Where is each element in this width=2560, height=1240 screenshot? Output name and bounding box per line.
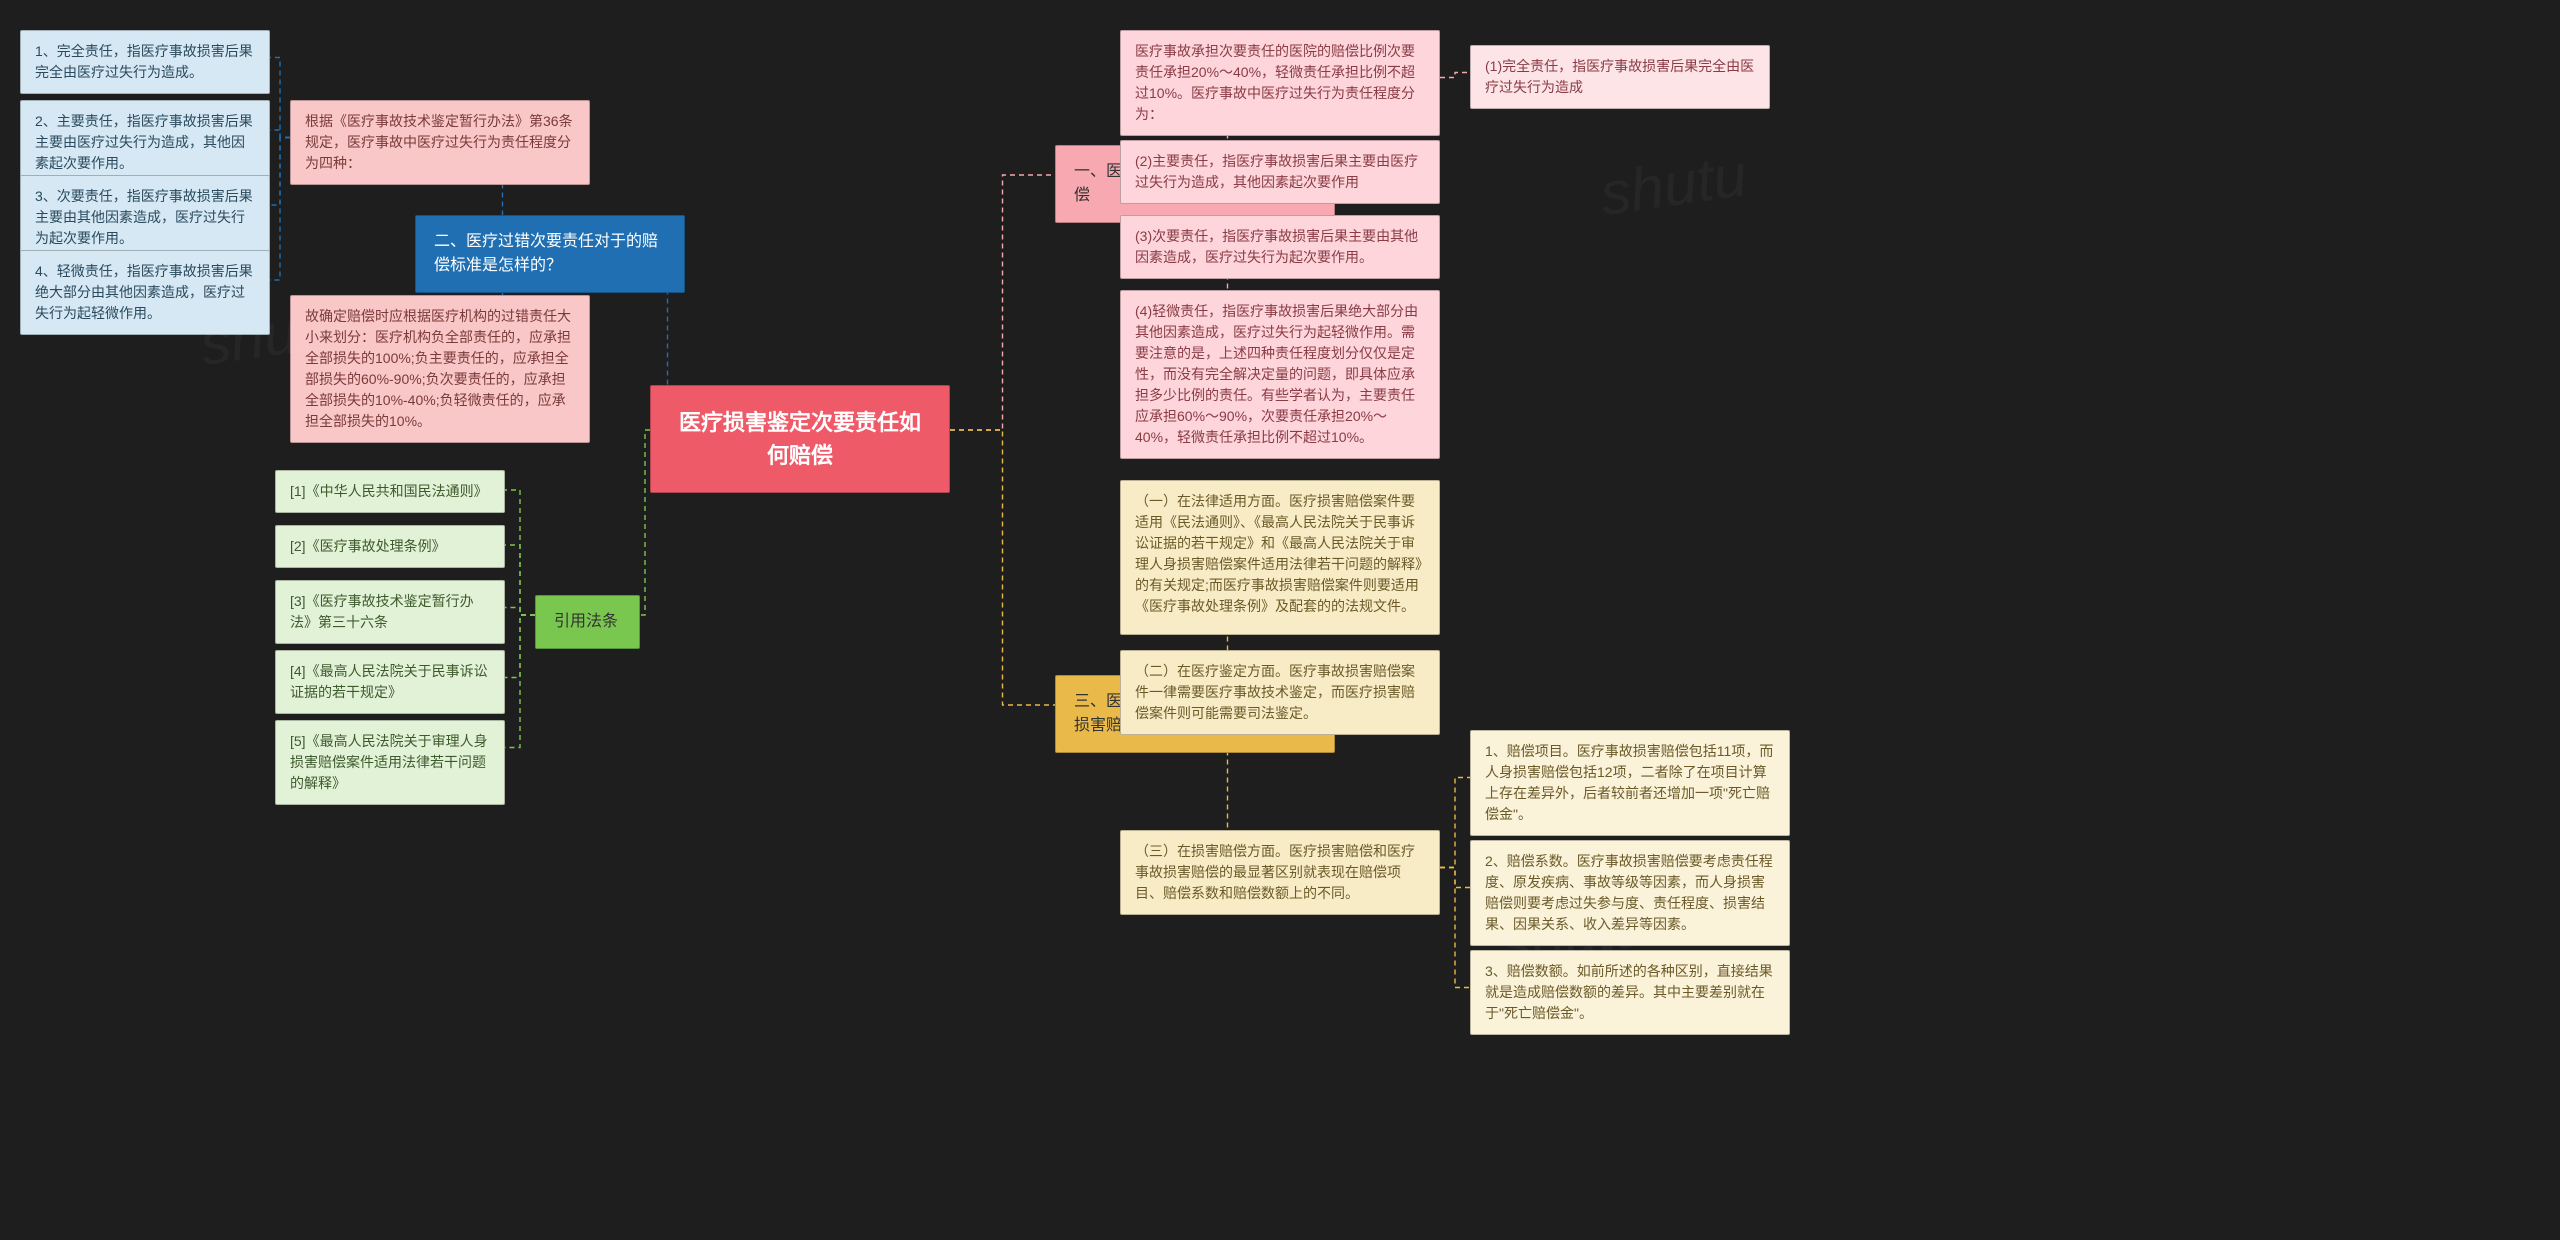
mindmap-node: [1]《中华人民共和国民法通则》: [275, 470, 505, 513]
mindmap-node: 1、完全责任，指医疗事故损害后果完全由医疗过失行为造成。: [20, 30, 270, 94]
mindmap-node: （一）在法律适用方面。医疗损害赔偿案件要适用《民法通则》、《最高人民法院关于民事…: [1120, 480, 1440, 635]
mindmap-node: 根据《医疗事故技术鉴定暂行办法》第36条规定，医疗事故中医疗过失行为责任程度分为…: [290, 100, 590, 185]
mindmap-node: 2、赔偿系数。医疗事故损害赔偿要考虑责任程度、原发疾病、事故等级等因素，而人身损…: [1470, 840, 1790, 946]
mindmap-node: 医疗事故承担次要责任的医院的赔偿比例次要责任承担20%～40%，轻微责任承担比例…: [1120, 30, 1440, 136]
mindmap-node: (4)轻微责任，指医疗事故损害后果绝大部分由其他因素造成，医疗过失行为起轻微作用…: [1120, 290, 1440, 459]
mindmap-node: 医疗损害鉴定次要责任如何赔偿: [650, 385, 950, 493]
mindmap-node: 4、轻微责任，指医疗事故损害后果绝大部分由其他因素造成，医疗过失行为起轻微作用。: [20, 250, 270, 335]
mindmap-node: (2)主要责任，指医疗事故损害后果主要由医疗过失行为造成，其他因素起次要作用: [1120, 140, 1440, 204]
mindmap-node: （二）在医疗鉴定方面。医疗事故损害赔偿案件一律需要医疗事故技术鉴定，而医疗损害赔…: [1120, 650, 1440, 735]
mindmap-node: （三）在损害赔偿方面。医疗损害赔偿和医疗事故损害赔偿的最显著区别就表现在赔偿项目…: [1120, 830, 1440, 915]
watermark: shutu: [1596, 140, 1751, 229]
mindmap-node: (1)完全责任，指医疗事故损害后果完全由医疗过失行为造成: [1470, 45, 1770, 109]
mindmap-node: (3)次要责任，指医疗事故损害后果主要由其他因素造成，医疗过失行为起次要作用。: [1120, 215, 1440, 279]
mindmap-node: [2]《医疗事故处理条例》: [275, 525, 505, 568]
mindmap-node: 3、次要责任，指医疗事故损害后果主要由其他因素造成，医疗过失行为起次要作用。: [20, 175, 270, 260]
mindmap-node: [5]《最高人民法院关于审理人身损害赔偿案件适用法律若干问题的解释》: [275, 720, 505, 805]
mindmap-node: 二、医疗过错次要责任对于的赔偿标准是怎样的？: [415, 215, 685, 293]
mindmap-node: [4]《最高人民法院关于民事诉讼证据的若干规定》: [275, 650, 505, 714]
mindmap-node: [3]《医疗事故技术鉴定暂行办法》第三十六条: [275, 580, 505, 644]
mindmap-node: 3、赔偿数额。如前所述的各种区别，直接结果就是造成赔偿数额的差异。其中主要差别就…: [1470, 950, 1790, 1035]
mindmap-node: 2、主要责任，指医疗事故损害后果主要由医疗过失行为造成，其他因素起次要作用。: [20, 100, 270, 185]
mindmap-node: 1、赔偿项目。医疗事故损害赔偿包括11项，而人身损害赔偿包括12项，二者除了在项…: [1470, 730, 1790, 836]
mindmap-node: 引用法条: [535, 595, 640, 649]
mindmap-node: 故确定赔偿时应根据医疗机构的过错责任大小来划分：医疗机构负全部责任的，应承担全部…: [290, 295, 590, 443]
